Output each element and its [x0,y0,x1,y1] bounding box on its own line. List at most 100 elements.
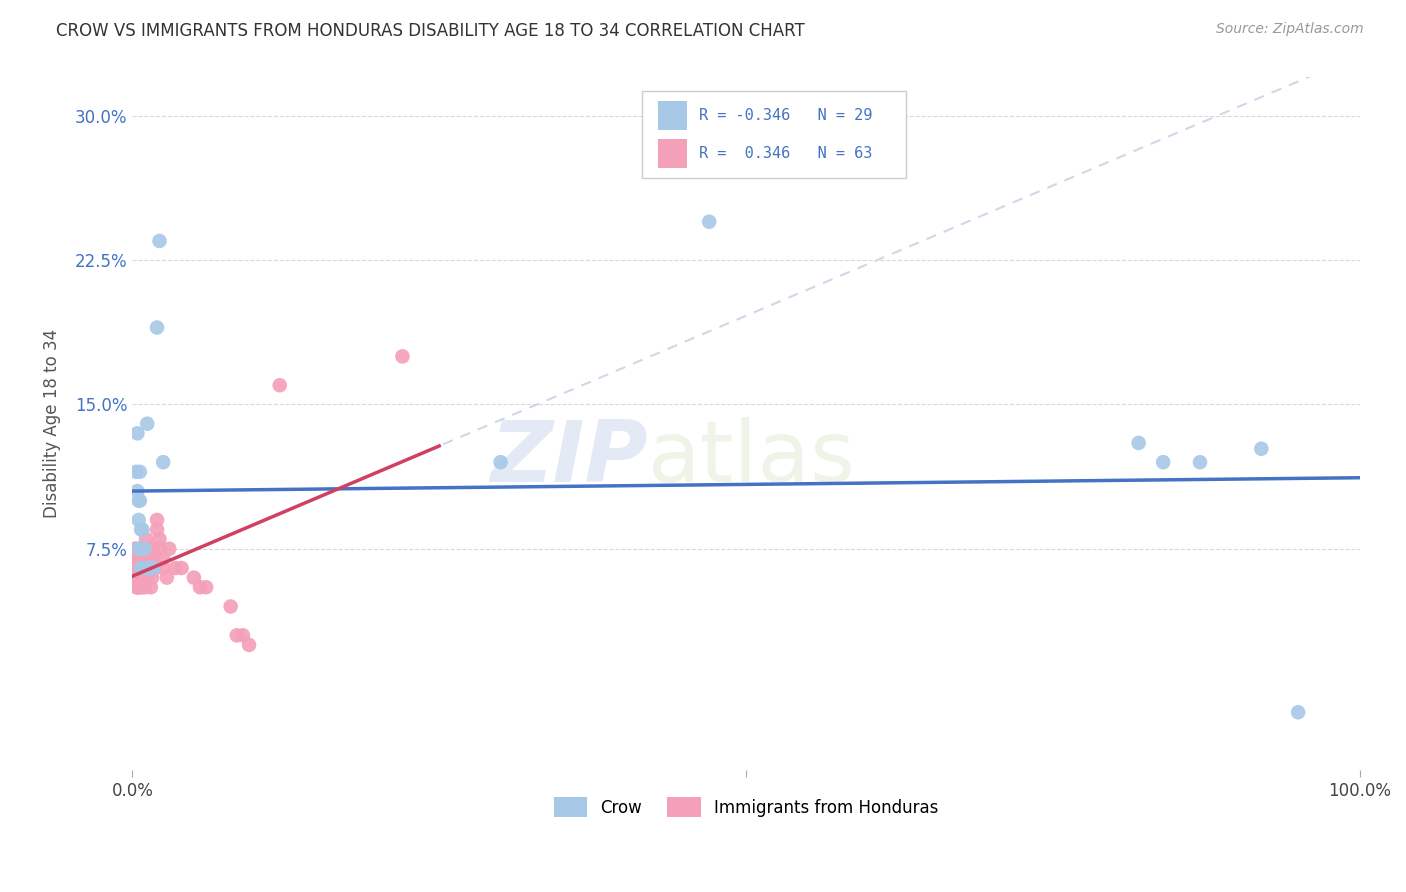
Point [152,561,174,575]
Point [148,541,170,556]
FancyBboxPatch shape [658,139,688,169]
Point [129,541,152,556]
Point [128,541,150,556]
Point [129,523,152,537]
Point [127,580,149,594]
Point [131,523,153,537]
Point [139,580,162,594]
Point [128,571,150,585]
FancyBboxPatch shape [658,101,688,130]
Point [125,541,148,556]
Point [141,571,163,585]
Point [139,561,162,575]
FancyBboxPatch shape [641,91,905,178]
Point [142,551,165,566]
Point [128,465,150,479]
Point [183,571,205,585]
Point [152,455,174,469]
Point [134,551,156,566]
Point [128,580,150,594]
Point [132,561,155,575]
Point [1286,706,1309,720]
Point [125,580,148,594]
Point [141,541,163,556]
Point [127,561,149,575]
Point [232,628,254,642]
Point [188,580,211,594]
Point [697,215,720,229]
Point [134,580,156,594]
Point [128,551,150,566]
Point [148,532,170,546]
Point [138,561,160,575]
Point [165,561,187,575]
Point [127,426,149,441]
Point [489,455,512,469]
Point [128,561,150,575]
Point [170,561,193,575]
Text: ZIP: ZIP [491,417,648,500]
Point [128,561,150,575]
Point [129,561,152,575]
Point [1188,455,1211,469]
Point [132,561,155,575]
Point [134,541,156,556]
Point [135,561,157,575]
Point [152,551,174,566]
Text: R =  0.346   N = 63: R = 0.346 N = 63 [699,146,873,161]
Point [143,561,166,575]
Point [129,551,152,566]
Point [134,561,156,575]
Point [131,580,153,594]
Point [138,541,160,556]
Point [148,234,170,248]
Point [124,551,146,566]
Text: R = -0.346   N = 29: R = -0.346 N = 29 [699,108,873,123]
Text: atlas: atlas [648,417,856,500]
Point [125,465,148,479]
Text: Source: ZipAtlas.com: Source: ZipAtlas.com [1216,22,1364,37]
Point [146,523,169,537]
Point [219,599,242,614]
Point [142,561,165,575]
Point [269,378,291,392]
Point [124,571,146,585]
Text: CROW VS IMMIGRANTS FROM HONDURAS DISABILITY AGE 18 TO 34 CORRELATION CHART: CROW VS IMMIGRANTS FROM HONDURAS DISABIL… [56,22,806,40]
Point [136,571,159,585]
Point [225,628,247,642]
Point [195,580,218,594]
Point [125,551,148,566]
Point [132,571,155,585]
Point [125,571,148,585]
Point [125,561,148,575]
Point [391,350,413,364]
Point [128,493,150,508]
Point [1128,436,1150,450]
Point [143,561,166,575]
Legend: Crow, Immigrants from Honduras: Crow, Immigrants from Honduras [547,790,945,824]
Point [146,320,169,334]
Point [135,541,157,556]
Point [157,541,180,556]
Point [128,513,150,527]
Point [135,532,157,546]
Point [136,561,159,575]
Point [138,551,160,566]
Point [1152,455,1174,469]
Point [136,417,159,431]
Point [131,571,153,585]
Point [127,571,149,585]
Point [146,513,169,527]
Point [132,551,155,566]
Point [139,561,162,575]
Point [124,561,146,575]
Point [127,484,149,499]
Point [128,551,150,566]
Point [156,571,179,585]
Point [128,493,150,508]
Point [129,571,152,585]
Point [124,541,146,556]
Point [238,638,260,652]
Point [1250,442,1272,456]
Y-axis label: Disability Age 18 to 34: Disability Age 18 to 34 [44,329,60,518]
